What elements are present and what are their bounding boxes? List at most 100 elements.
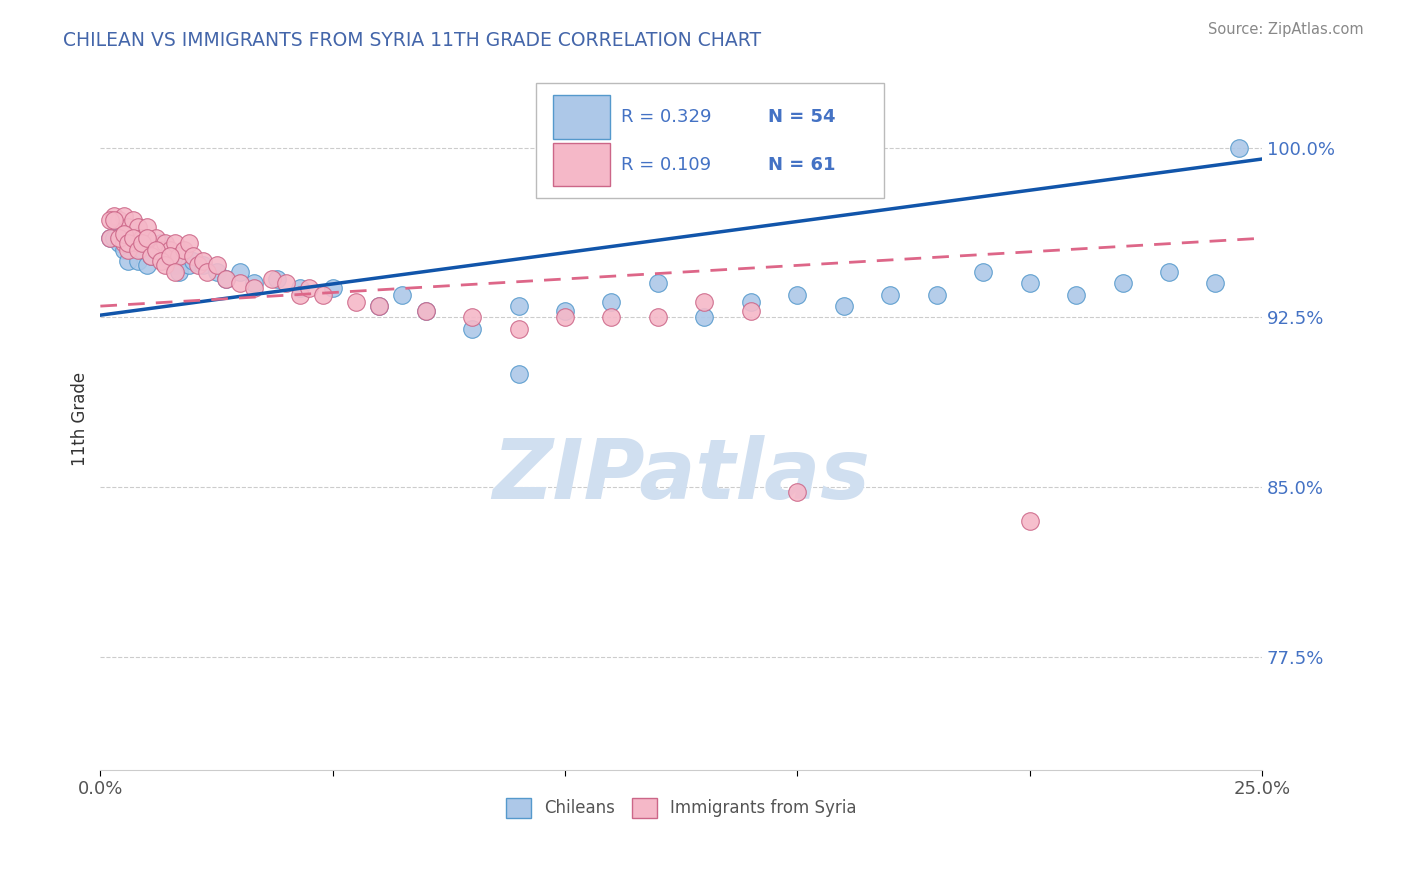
Point bbox=[312, 287, 335, 301]
Point bbox=[159, 253, 181, 268]
Point bbox=[141, 235, 163, 250]
Point bbox=[141, 249, 163, 263]
Point bbox=[117, 253, 139, 268]
Point bbox=[112, 209, 135, 223]
Point bbox=[112, 243, 135, 257]
Point bbox=[131, 243, 153, 257]
Point bbox=[127, 243, 149, 257]
Point bbox=[554, 303, 576, 318]
Point bbox=[298, 281, 321, 295]
Point bbox=[461, 322, 484, 336]
Point bbox=[1227, 141, 1250, 155]
Text: N = 54: N = 54 bbox=[768, 108, 835, 126]
Point bbox=[187, 259, 209, 273]
Point bbox=[832, 299, 855, 313]
Point bbox=[173, 243, 195, 257]
Y-axis label: 11th Grade: 11th Grade bbox=[72, 372, 89, 467]
Point bbox=[112, 227, 135, 241]
Point bbox=[169, 249, 191, 263]
FancyBboxPatch shape bbox=[554, 143, 610, 186]
Point bbox=[215, 272, 238, 286]
Point bbox=[262, 272, 284, 286]
Text: R = 0.329: R = 0.329 bbox=[620, 108, 711, 126]
Point bbox=[181, 253, 204, 268]
Point bbox=[135, 219, 157, 234]
Point bbox=[117, 235, 139, 250]
Point bbox=[1018, 277, 1040, 291]
Point bbox=[108, 213, 131, 227]
Point bbox=[322, 281, 344, 295]
Point bbox=[98, 213, 121, 227]
Point bbox=[159, 249, 181, 263]
Point bbox=[554, 310, 576, 325]
Point bbox=[108, 235, 131, 250]
Point bbox=[344, 294, 367, 309]
Point bbox=[112, 235, 135, 250]
Text: ZIPatlas: ZIPatlas bbox=[492, 435, 870, 516]
Point bbox=[149, 235, 172, 250]
Point bbox=[145, 243, 167, 257]
Point bbox=[242, 281, 264, 295]
Point bbox=[108, 231, 131, 245]
Point bbox=[122, 231, 145, 245]
Point bbox=[647, 310, 669, 325]
Point bbox=[103, 213, 125, 227]
Point bbox=[163, 235, 186, 250]
Point bbox=[145, 231, 167, 245]
Text: Source: ZipAtlas.com: Source: ZipAtlas.com bbox=[1208, 22, 1364, 37]
Point bbox=[127, 235, 149, 250]
Point bbox=[155, 249, 177, 263]
Point bbox=[229, 265, 252, 279]
Point bbox=[98, 231, 121, 245]
Point bbox=[925, 287, 948, 301]
Point bbox=[391, 287, 413, 301]
Point bbox=[205, 265, 228, 279]
Point bbox=[131, 235, 153, 250]
Text: CHILEAN VS IMMIGRANTS FROM SYRIA 11TH GRADE CORRELATION CHART: CHILEAN VS IMMIGRANTS FROM SYRIA 11TH GR… bbox=[63, 31, 762, 50]
Point bbox=[135, 231, 157, 245]
Point bbox=[163, 265, 186, 279]
Point bbox=[191, 259, 214, 273]
Point bbox=[127, 219, 149, 234]
Point bbox=[276, 277, 298, 291]
Point bbox=[1157, 265, 1180, 279]
Text: N = 61: N = 61 bbox=[768, 155, 835, 174]
Point bbox=[740, 294, 762, 309]
Point bbox=[693, 310, 716, 325]
Point bbox=[149, 253, 172, 268]
Point bbox=[1204, 277, 1226, 291]
FancyBboxPatch shape bbox=[536, 83, 884, 198]
Point bbox=[173, 249, 195, 263]
Point bbox=[288, 287, 311, 301]
Point bbox=[229, 277, 252, 291]
Point bbox=[127, 253, 149, 268]
Point bbox=[1064, 287, 1087, 301]
Point bbox=[98, 231, 121, 245]
Point bbox=[415, 303, 437, 318]
Point bbox=[647, 277, 669, 291]
Point bbox=[169, 265, 191, 279]
Point bbox=[879, 287, 901, 301]
Point bbox=[181, 249, 204, 263]
Point bbox=[103, 209, 125, 223]
Point bbox=[122, 213, 145, 227]
Point bbox=[786, 287, 808, 301]
Point bbox=[112, 219, 135, 234]
Point bbox=[191, 253, 214, 268]
Text: R = 0.109: R = 0.109 bbox=[620, 155, 711, 174]
Point bbox=[141, 249, 163, 263]
Point bbox=[508, 322, 530, 336]
Point bbox=[242, 277, 264, 291]
Point bbox=[131, 231, 153, 245]
Point bbox=[215, 272, 238, 286]
Point bbox=[288, 281, 311, 295]
Point bbox=[131, 231, 153, 245]
Point bbox=[163, 259, 186, 273]
Point bbox=[1111, 277, 1133, 291]
Point bbox=[145, 243, 167, 257]
Point bbox=[461, 310, 484, 325]
Point bbox=[508, 299, 530, 313]
Point bbox=[415, 303, 437, 318]
Point bbox=[972, 265, 994, 279]
Point bbox=[600, 294, 623, 309]
